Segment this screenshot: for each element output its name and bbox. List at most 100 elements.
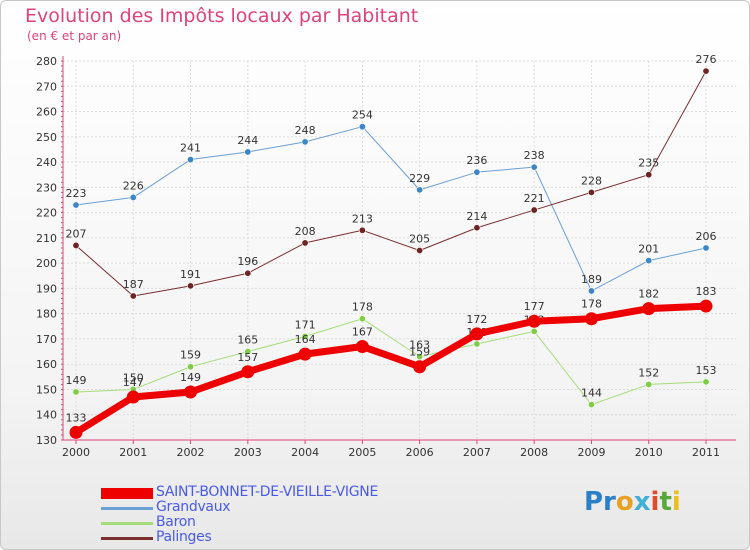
data-point-saint-bonnet-de-vieille-vigne <box>470 327 484 341</box>
data-point-baron <box>530 327 538 335</box>
data-label-palinges: 187 <box>123 278 144 291</box>
data-point-saint-bonnet-de-vieille-vigne <box>699 299 713 313</box>
y-tick-label: 230 <box>36 181 57 194</box>
y-tick-label: 270 <box>36 80 57 93</box>
data-label-grandvaux: 244 <box>237 134 258 147</box>
data-point-palinges <box>187 282 195 290</box>
series-line-saint-bonnet-de-vieille-vigne <box>72 302 710 436</box>
x-tick-label: 2008 <box>520 446 548 459</box>
data-point-saint-bonnet-de-vieille-vigne <box>584 312 598 326</box>
data-point-grandvaux <box>129 193 137 201</box>
data-label-saint-bonnet-de-vieille-vigne: 172 <box>466 313 487 326</box>
data-label-grandvaux: 241 <box>180 142 201 155</box>
legend-swatch-saint-bonnet <box>101 488 153 499</box>
data-label-grandvaux: 223 <box>66 187 87 200</box>
data-label-baron: 149 <box>66 374 87 387</box>
data-point-grandvaux <box>244 148 252 156</box>
legend-swatch-palinges <box>101 537 153 540</box>
data-point-grandvaux <box>645 257 653 265</box>
data-point-baron <box>645 380 653 388</box>
data-point-palinges <box>358 226 366 234</box>
data-label-saint-bonnet-de-vieille-vigne: 177 <box>524 300 545 313</box>
data-point-palinges <box>473 224 481 232</box>
y-tick-label: 240 <box>36 156 57 169</box>
data-label-baron: 178 <box>352 301 373 314</box>
x-tick-label: 2000 <box>62 446 90 459</box>
data-label-baron: 150 <box>123 371 144 384</box>
legend-label-palinges: Palinges <box>156 529 212 545</box>
data-label-saint-bonnet-de-vieille-vigne: 159 <box>409 346 430 359</box>
data-label-grandvaux: 248 <box>295 124 316 137</box>
data-label-grandvaux: 229 <box>409 172 430 185</box>
y-tick-label: 130 <box>36 434 57 447</box>
x-tick-label: 2006 <box>406 446 434 459</box>
data-label-palinges: 205 <box>409 233 430 246</box>
data-label-saint-bonnet-de-vieille-vigne: 183 <box>696 285 717 298</box>
data-label-saint-bonnet-de-vieille-vigne: 149 <box>180 371 201 384</box>
data-point-grandvaux <box>301 138 309 146</box>
data-label-palinges: 196 <box>237 255 258 268</box>
data-label-baron: 153 <box>696 364 717 377</box>
x-tick-label: 2001 <box>119 446 147 459</box>
data-point-saint-bonnet-de-vieille-vigne <box>413 360 427 374</box>
data-label-saint-bonnet-de-vieille-vigne: 157 <box>237 351 258 364</box>
data-label-baron: 159 <box>180 349 201 362</box>
data-point-saint-bonnet-de-vieille-vigne <box>126 390 140 404</box>
y-tick-label: 210 <box>36 232 57 245</box>
data-point-saint-bonnet-de-vieille-vigne <box>298 347 312 361</box>
data-label-grandvaux: 201 <box>638 243 659 256</box>
data-label-baron: 144 <box>581 387 602 400</box>
y-tick-label: 170 <box>36 333 57 346</box>
data-label-palinges: 214 <box>466 210 487 223</box>
data-point-saint-bonnet-de-vieille-vigne <box>184 385 198 399</box>
proxiti-logo: Proxiti <box>584 487 681 517</box>
y-tick-label: 220 <box>36 207 57 220</box>
data-label-baron: 171 <box>295 318 316 331</box>
data-label-grandvaux: 238 <box>524 149 545 162</box>
series-line-palinges <box>75 70 707 297</box>
data-point-grandvaux <box>530 163 538 171</box>
y-tick-label: 160 <box>36 358 57 371</box>
data-point-baron <box>473 340 481 348</box>
data-label-baron: 152 <box>638 366 659 379</box>
data-label-baron: 165 <box>237 334 258 347</box>
data-point-baron <box>244 348 252 356</box>
data-label-grandvaux: 189 <box>581 273 602 286</box>
data-point-palinges <box>702 67 710 75</box>
data-label-saint-bonnet-de-vieille-vigne: 182 <box>638 288 659 301</box>
chart-subtitle: (en € et par an) <box>27 29 122 43</box>
data-label-grandvaux: 226 <box>123 179 144 192</box>
data-point-saint-bonnet-de-vieille-vigne <box>355 340 369 354</box>
data-point-baron <box>301 332 309 340</box>
data-point-grandvaux <box>702 244 710 252</box>
x-tick-label: 2011 <box>692 446 720 459</box>
y-tick-label: 140 <box>36 409 57 422</box>
y-tick-label: 200 <box>36 257 57 270</box>
data-point-baron <box>72 388 80 396</box>
data-label-palinges: 235 <box>638 157 659 170</box>
data-point-saint-bonnet-de-vieille-vigne <box>69 425 83 439</box>
legend-label-grandvaux: Grandvaux <box>156 499 231 515</box>
x-tick-label: 2005 <box>348 446 376 459</box>
chart-title: Evolution des Impôts locaux par Habitant <box>25 5 419 27</box>
x-tick-label: 2007 <box>463 446 491 459</box>
data-point-baron <box>358 315 366 323</box>
data-point-palinges <box>416 247 424 255</box>
data-label-palinges: 228 <box>581 174 602 187</box>
data-label-palinges: 207 <box>66 227 87 240</box>
y-tick-label: 280 <box>36 55 57 68</box>
data-label-palinges: 221 <box>524 192 545 205</box>
data-label-grandvaux: 254 <box>352 109 373 122</box>
y-tick-label: 260 <box>36 106 57 119</box>
data-point-saint-bonnet-de-vieille-vigne <box>241 365 255 379</box>
data-point-grandvaux <box>416 186 424 194</box>
data-point-baron <box>416 353 424 361</box>
data-point-saint-bonnet-de-vieille-vigne <box>527 314 541 328</box>
data-label-saint-bonnet-de-vieille-vigne: 164 <box>295 333 316 346</box>
x-tick-label: 2009 <box>577 446 605 459</box>
data-label-palinges: 208 <box>295 225 316 238</box>
legend-label-baron: Baron <box>156 514 196 530</box>
legend-swatch-baron <box>101 522 153 525</box>
